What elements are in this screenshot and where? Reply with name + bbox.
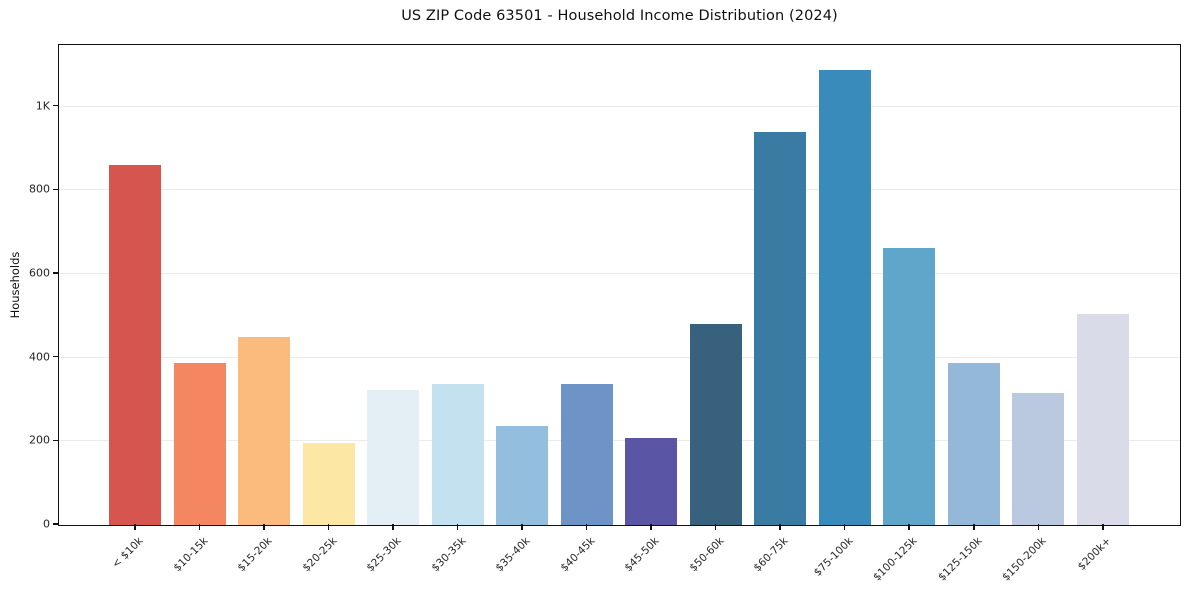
x-tick-mark-0 xyxy=(134,524,136,530)
x-tick-mark-8 xyxy=(650,524,652,530)
bar-15 xyxy=(1076,313,1129,525)
bar-12 xyxy=(883,247,936,525)
y-tick-label-600: 600 xyxy=(29,266,50,280)
y-tick-label-1K: 1K xyxy=(35,99,50,113)
y-tick-mark-200 xyxy=(52,439,58,442)
y-axis-label: Households xyxy=(8,251,22,319)
bar-9 xyxy=(689,324,742,525)
gridline-200 xyxy=(59,440,1180,442)
y-tick-label-0: 0 xyxy=(43,517,50,531)
x-tick-label-14: $150-200k xyxy=(1000,535,1049,584)
gridline-400 xyxy=(59,356,1180,358)
x-tick-mark-2 xyxy=(263,524,265,530)
x-tick-label-13: $125-150k xyxy=(935,535,985,584)
x-tick-mark-7 xyxy=(585,524,588,530)
x-tick-mark-1 xyxy=(198,524,201,530)
x-tick-label-1: $10-15k xyxy=(170,535,211,575)
x-tick-label-4: $25-30k xyxy=(364,535,404,575)
y-tick-mark-400 xyxy=(52,355,58,358)
bar-0 xyxy=(109,165,161,525)
x-tick-label-5: $30-35k xyxy=(428,535,469,575)
x-tick-label-9: $50-60k xyxy=(687,535,727,575)
x-tick-label-6: $35-40k xyxy=(493,535,533,575)
gridline-800 xyxy=(59,189,1180,191)
bar-10 xyxy=(754,131,807,525)
y-tick-mark-1000 xyxy=(52,104,58,107)
bar-14 xyxy=(1012,393,1065,525)
x-tick-mark-14 xyxy=(1037,524,1040,530)
x-tick-mark-4 xyxy=(392,524,394,530)
y-tick-label-200: 200 xyxy=(29,433,50,447)
bar-8 xyxy=(625,438,678,525)
y-tick-label-400: 400 xyxy=(29,350,50,364)
gridline-600 xyxy=(59,272,1180,274)
x-tick-label-8: $45-50k xyxy=(622,535,662,575)
x-tick-label-12: $100-125k xyxy=(871,535,920,584)
y-tick-label-800: 800 xyxy=(29,182,50,196)
bar-4 xyxy=(367,389,420,525)
x-tick-mark-12 xyxy=(908,524,910,530)
x-tick-mark-3 xyxy=(327,524,330,530)
y-tick-mark-0 xyxy=(52,523,58,525)
x-tick-label-3: $20-25k xyxy=(299,535,340,575)
x-tick-label-11: $75-100k xyxy=(811,535,856,579)
bar-7 xyxy=(560,384,613,525)
chart-title: US ZIP Code 63501 - Household Income Dis… xyxy=(401,8,838,24)
bar-3 xyxy=(302,442,355,525)
bar-2 xyxy=(238,336,291,525)
bar-5 xyxy=(431,384,484,525)
bar-13 xyxy=(947,362,1000,525)
x-tick-label-0: < $10k xyxy=(109,535,146,571)
bar-11 xyxy=(818,69,871,525)
y-tick-mark-800 xyxy=(52,188,58,191)
x-tick-mark-11 xyxy=(843,524,846,530)
plot-area: 0 200 400 600 800 1K < $10k $10-15k $15-20k $20-… xyxy=(29,44,1181,584)
x-tick-label-7: $40-45k xyxy=(558,535,598,575)
x-tick-label-15: $200k+ xyxy=(1075,535,1114,573)
x-tick-mark-9 xyxy=(714,524,717,530)
y-tick-mark-600 xyxy=(52,272,58,274)
x-tick-mark-6 xyxy=(521,524,523,530)
x-tick-label-2: $15-20k xyxy=(235,535,275,575)
gridline-1000 xyxy=(59,105,1180,107)
x-tick-mark-15 xyxy=(1102,524,1104,530)
bar-6 xyxy=(496,426,549,525)
bar-1 xyxy=(173,362,226,525)
x-tick-label-10: $60-75k xyxy=(751,535,791,575)
x-tick-mark-10 xyxy=(779,524,781,530)
x-tick-mark-5 xyxy=(456,524,459,530)
x-tick-mark-13 xyxy=(973,524,975,530)
